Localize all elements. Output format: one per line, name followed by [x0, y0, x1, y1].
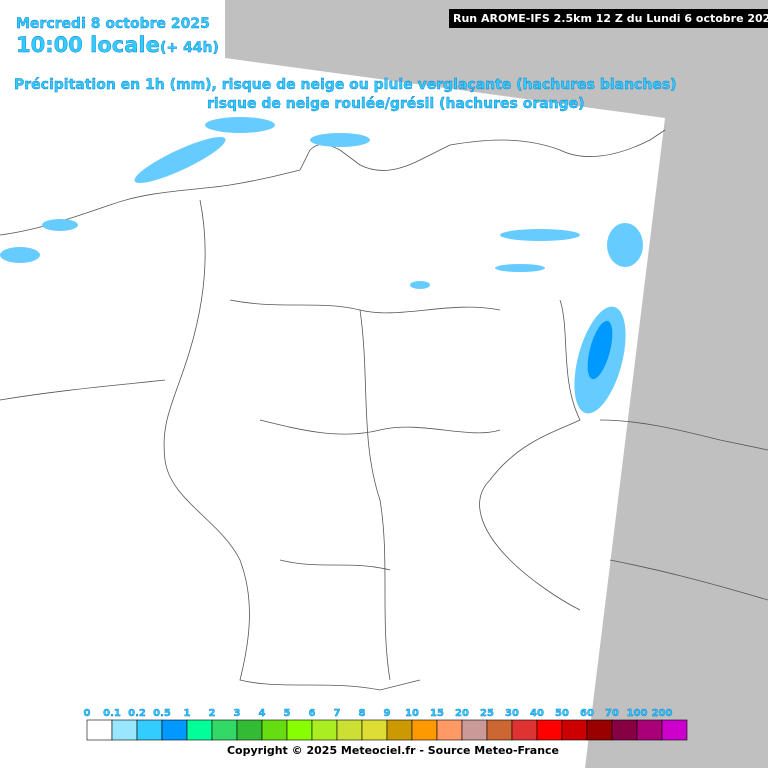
colorbar-swatch — [161, 719, 188, 741]
colorbar-label: 50 — [555, 708, 569, 719]
border — [163, 199, 421, 691]
colorbar-label: 200 — [652, 708, 673, 719]
colorbar-label: 0.2 — [128, 708, 146, 719]
colorbar-swatch — [511, 719, 538, 741]
colorbar-label: 70 — [605, 708, 619, 719]
colorbar-swatch — [536, 719, 563, 741]
colorbar-label: 7 — [334, 708, 341, 719]
colorbar-label: 0.5 — [153, 708, 171, 719]
lead-time: (+ 44h) — [160, 40, 219, 56]
borders — [0, 129, 768, 691]
subtitle: risque de neige roulée/grésil (hachures … — [207, 96, 585, 112]
run-box — [449, 9, 768, 28]
copyright: Copyright © 2025 Meteociel.fr - Source M… — [227, 744, 559, 757]
colorbar-swatch — [236, 719, 263, 741]
colorbar-label: 3 — [234, 708, 241, 719]
colorbar-label: 8 — [359, 708, 366, 719]
colorbar-label: 20 — [455, 708, 469, 719]
run: Run AROME-IFS 2.5km 12 Z du Lundi 6 octo… — [453, 12, 768, 25]
subtitle: Précipitation en 1h (mm), risque de neig… — [14, 77, 677, 93]
colorbar-swatch — [211, 719, 238, 741]
colorbar-label: 2 — [209, 708, 216, 719]
colorbar-label: 30 — [505, 708, 519, 719]
colorbar-swatch — [111, 719, 138, 741]
colorbar-label: 15 — [430, 708, 444, 719]
colorbar-label: 100 — [627, 708, 648, 719]
precipitation — [0, 117, 643, 414]
colorbar-label: 0.1 — [103, 708, 121, 719]
colorbar-label: 10 — [405, 708, 419, 719]
colorbar-label: 1 — [184, 708, 191, 719]
colorbar-label: 0 — [84, 708, 91, 719]
colorbar-label: 25 — [480, 708, 494, 719]
border — [0, 379, 768, 601]
colorbar-swatch — [261, 719, 288, 741]
region-border — [229, 299, 501, 681]
colorbar-swatch — [136, 719, 163, 741]
colorbar-label: 60 — [580, 708, 594, 719]
colorbar-label: 9 — [384, 708, 391, 719]
time: 10:00 locale — [16, 33, 160, 57]
colorbar-swatch — [586, 719, 613, 741]
colorbar-swatch — [361, 719, 388, 741]
colorbar-swatch — [186, 719, 213, 741]
colorbar-swatch — [561, 719, 588, 741]
border — [479, 299, 581, 611]
colorbar-swatch — [636, 719, 663, 741]
colorbar-label: 6 — [309, 708, 316, 719]
colorbar-swatch — [486, 719, 513, 741]
colorbar-swatch — [411, 719, 438, 741]
colorbar: 0 0.1 0.2 0.5 1 2 3 4 5 6 7 8 9 10 15 20 25 30 40 50 60 70 100… — [83, 708, 688, 741]
colorbar-label: 40 — [530, 708, 544, 719]
model-domain — [0, 0, 665, 768]
colorbar-swatch — [86, 719, 113, 741]
colorbar-label: 4 — [259, 708, 266, 719]
colorbar-swatch — [286, 719, 313, 741]
colorbar-swatch — [461, 719, 488, 741]
colorbar-label: 5 — [284, 708, 291, 719]
colorbar-swatch — [336, 719, 363, 741]
colorbar-swatch — [611, 719, 638, 741]
colorbar-swatch — [661, 719, 688, 741]
colorbar-swatch — [436, 719, 463, 741]
colorbar-swatch — [311, 719, 338, 741]
date: Mercredi 8 octobre 2025 — [16, 16, 210, 32]
colorbar-swatch — [386, 719, 413, 741]
